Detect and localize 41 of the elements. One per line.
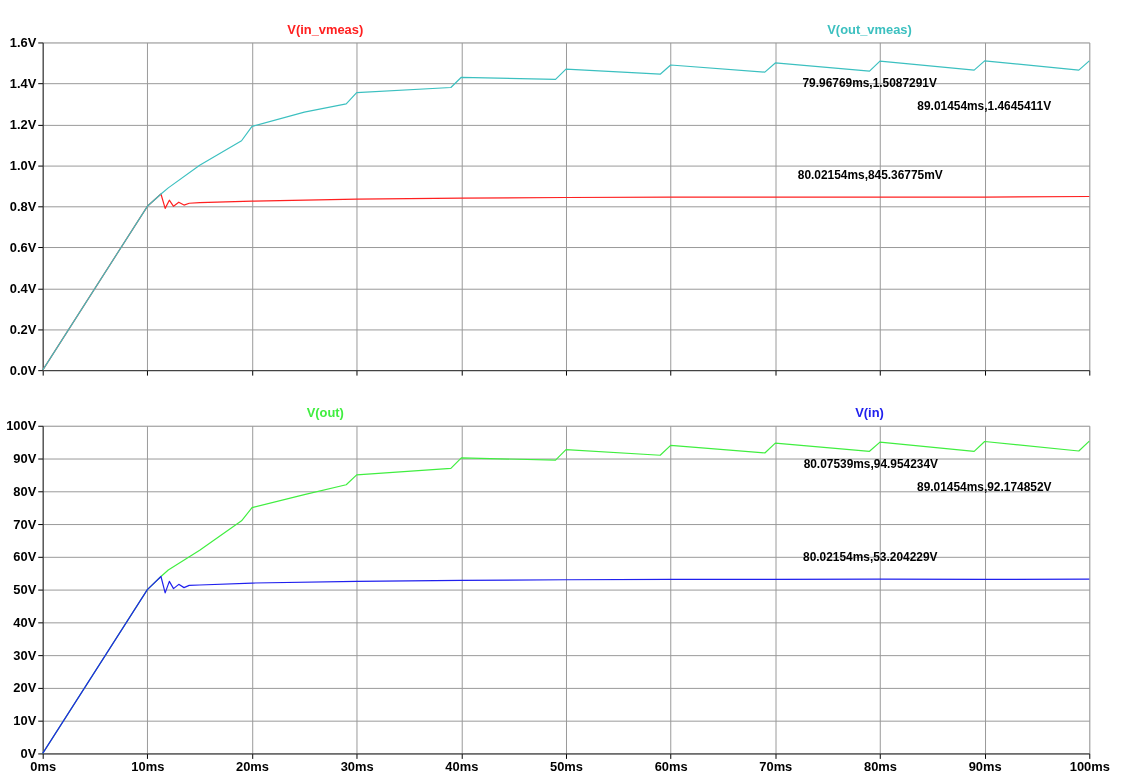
- x-tick-label: 60ms: [654, 758, 688, 774]
- y-tick-label: 0V: [20, 745, 37, 761]
- text: V(in_vmeas): [287, 21, 364, 37]
- y-tick-label: 1.4V: [9, 75, 37, 91]
- x-tick-label: 20ms: [236, 758, 269, 774]
- x-tick-label: 90ms: [968, 758, 1002, 774]
- annotation: 80.07539ms,94.954234V: [803, 457, 939, 472]
- x-tick-label: 30ms: [340, 758, 374, 774]
- text: V(out_vmeas): [827, 21, 912, 37]
- y-tick-label: 0.0V: [9, 362, 37, 378]
- annotation: 80.02154ms,845.36775mV: [797, 168, 943, 183]
- annotation: 79.96769ms,1.5087291V: [802, 75, 937, 90]
- y-tick-label: 60V: [13, 549, 37, 565]
- x-tick-label: 40ms: [445, 758, 479, 774]
- annotation: 89.01454ms,1.4645411V: [917, 98, 1052, 113]
- x-tick-label: 80ms: [863, 758, 897, 774]
- annotation: 80.02154ms,53.204229V: [803, 550, 938, 565]
- y-tick-label: 0.4V: [9, 280, 37, 296]
- y-tick-label: 80V: [13, 483, 37, 499]
- x-tick-label: 0ms: [30, 758, 57, 774]
- y-tick-label: 1.6V: [9, 34, 37, 50]
- y-tick-label: 90V: [13, 450, 37, 466]
- y-tick-label: 0.6V: [9, 239, 37, 255]
- x-tick-label: 50ms: [550, 758, 583, 774]
- x-tick-label: 100ms: [1069, 758, 1110, 774]
- y-tick-label: 1.0V: [9, 157, 37, 173]
- y-tick-label: 70V: [13, 516, 37, 532]
- y-tick-label: 30V: [13, 647, 37, 663]
- text: V(out): [306, 404, 344, 420]
- y-tick-label: 1.2V: [9, 116, 37, 132]
- y-tick-label: 0.2V: [9, 321, 37, 337]
- text: V(in): [855, 404, 884, 420]
- y-tick-label: 10V: [13, 713, 37, 729]
- y-tick-label: 50V: [13, 582, 37, 598]
- y-tick-label: 20V: [13, 680, 37, 696]
- y-tick-label: 40V: [13, 614, 37, 630]
- y-tick-label: 0.8V: [9, 198, 37, 214]
- x-tick-label: 70ms: [759, 758, 793, 774]
- y-tick-label: 100V: [6, 418, 37, 434]
- x-tick-label: 10ms: [131, 758, 165, 774]
- annotation: 89.01454ms,92.174852V: [917, 480, 1052, 495]
